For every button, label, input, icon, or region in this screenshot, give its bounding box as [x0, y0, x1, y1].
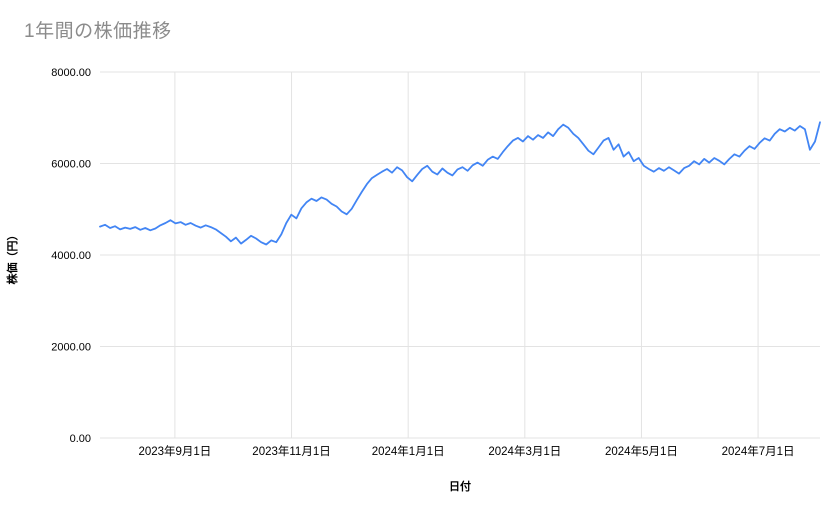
- x-tick-label: 2024年7月1日: [722, 444, 795, 458]
- x-tick-label: 2023年9月1日: [138, 444, 211, 458]
- y-tick-label: 2000.00: [51, 342, 91, 354]
- x-tick-label: 2023年11月1日: [252, 444, 330, 458]
- x-tick-label: 2024年1月1日: [372, 444, 445, 458]
- y-axis-label: 株価（円）: [7, 229, 19, 285]
- y-tick-label: 6000.00: [51, 159, 91, 171]
- y-tick-label: 8000.00: [51, 67, 91, 79]
- chart-title: 1年間の株価推移: [24, 21, 172, 42]
- x-axis-label: 日付: [449, 481, 471, 493]
- y-tick-label: 4000.00: [51, 250, 91, 262]
- y-tick-label: 0.00: [70, 433, 91, 445]
- x-tick-label: 2024年3月1日: [488, 444, 561, 458]
- stock-price-line: [99, 121, 821, 246]
- x-tick-label: 2024年5月1日: [605, 444, 678, 458]
